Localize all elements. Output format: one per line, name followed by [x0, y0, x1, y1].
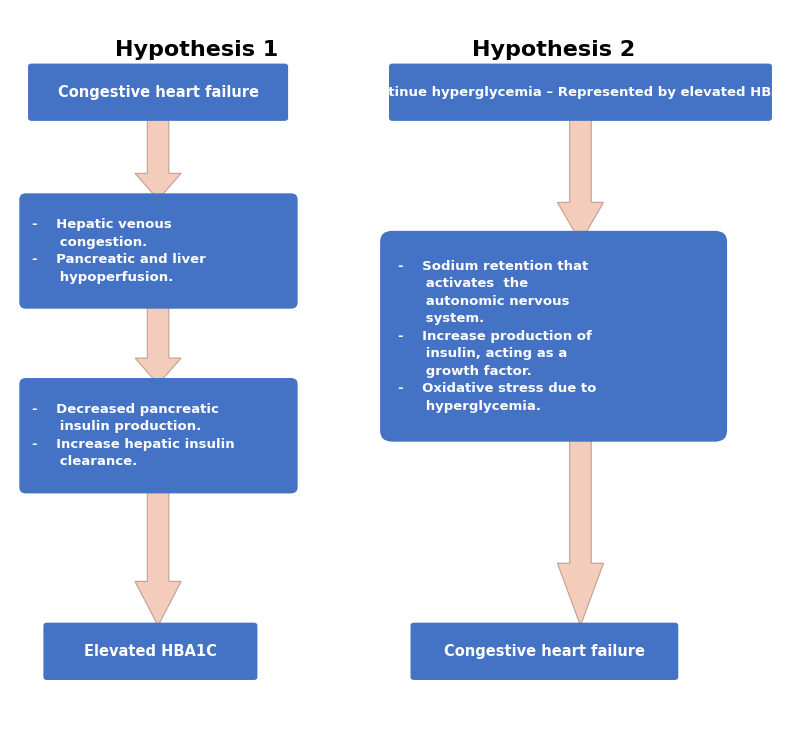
Polygon shape — [135, 118, 181, 200]
Text: Elevated HBA1C: Elevated HBA1C — [84, 644, 217, 659]
Text: -    Hepatic venous
      congestion.
-    Pancreatic and liver
      hypoperfus: - Hepatic venous congestion. - Pancreati… — [32, 218, 206, 283]
Polygon shape — [558, 431, 603, 626]
FancyBboxPatch shape — [43, 622, 258, 680]
Polygon shape — [135, 487, 181, 626]
FancyBboxPatch shape — [380, 231, 727, 442]
Text: Continue hyperglycemia – Represented by elevated HBA1C: Continue hyperglycemia – Represented by … — [360, 86, 800, 98]
Text: Hypothesis 2: Hypothesis 2 — [472, 40, 635, 60]
FancyBboxPatch shape — [19, 378, 298, 494]
Text: Congestive heart failure: Congestive heart failure — [58, 85, 258, 100]
Text: -    Decreased pancreatic
      insulin production.
-    Increase hepatic insuli: - Decreased pancreatic insulin productio… — [32, 403, 234, 468]
FancyBboxPatch shape — [19, 193, 298, 309]
Polygon shape — [135, 303, 181, 384]
Text: Hypothesis 1: Hypothesis 1 — [115, 40, 278, 60]
FancyBboxPatch shape — [389, 64, 772, 121]
Polygon shape — [558, 118, 603, 242]
Text: Congestive heart failure: Congestive heart failure — [444, 644, 645, 659]
FancyBboxPatch shape — [28, 64, 288, 121]
FancyBboxPatch shape — [410, 622, 678, 680]
Text: -    Sodium retention that
      activates  the
      autonomic nervous
      sy: - Sodium retention that activates the au… — [398, 260, 597, 413]
